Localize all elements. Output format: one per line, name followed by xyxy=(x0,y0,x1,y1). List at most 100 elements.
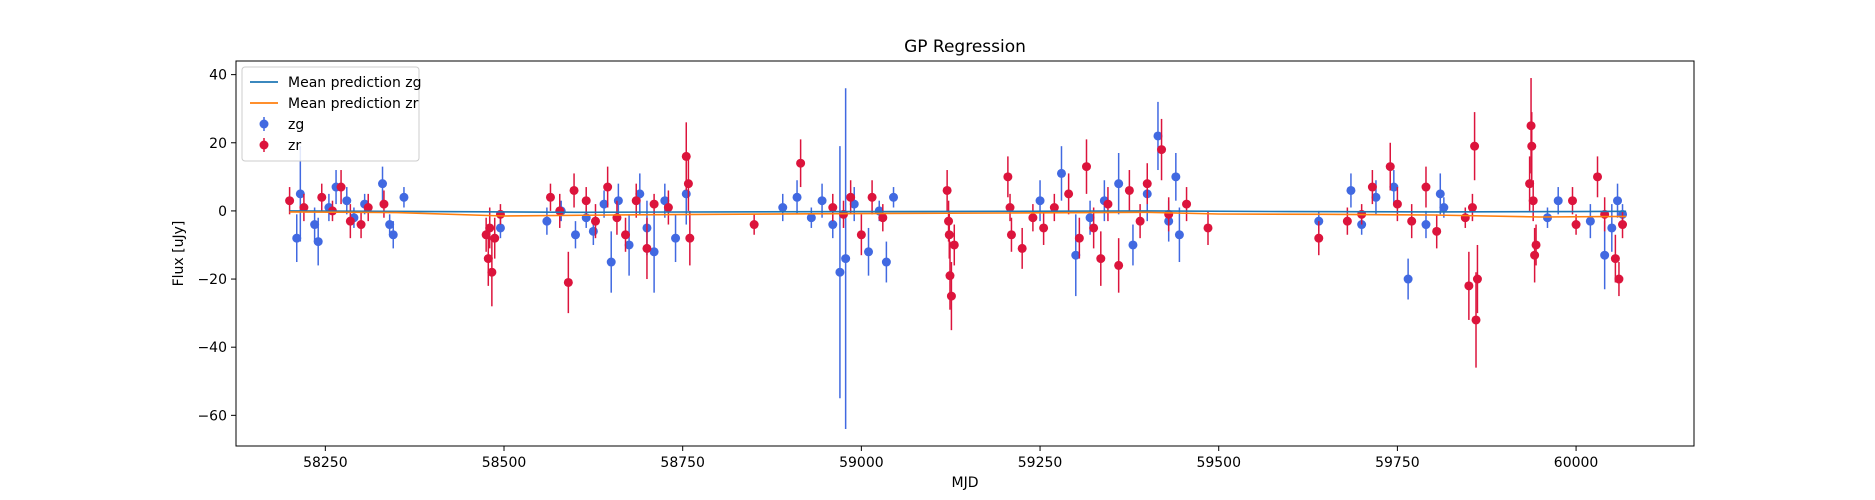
point-zg xyxy=(1435,189,1445,199)
point-zr xyxy=(949,240,959,250)
point-zg xyxy=(1371,192,1381,202)
errorbar-series-zr xyxy=(285,78,1628,368)
point-zr xyxy=(1392,199,1402,209)
point-zr xyxy=(1525,179,1535,189)
legend: Mean prediction zg Mean prediction zr zg zr xyxy=(241,66,422,162)
point-zr xyxy=(1114,260,1124,270)
legend-marker-swatch xyxy=(259,119,269,129)
point-zr xyxy=(1096,254,1106,264)
point-zg xyxy=(806,213,816,223)
point-zr xyxy=(1003,172,1013,182)
point-zg xyxy=(817,196,827,206)
point-zr xyxy=(749,220,759,230)
point-zg xyxy=(1607,223,1617,233)
point-zr xyxy=(1367,182,1377,192)
legend-label: Mean prediction zr xyxy=(288,96,419,112)
point-zg xyxy=(828,220,838,230)
line-mean-prediction-zg xyxy=(289,210,1627,214)
point-zr xyxy=(1314,233,1324,243)
point-zr xyxy=(1528,196,1538,206)
y-axis-label: Flux [uJy] xyxy=(171,221,187,287)
y-tick-label: −40 xyxy=(197,340,227,356)
y-tick-label: 20 xyxy=(209,136,227,152)
legend-label: Mean prediction zg xyxy=(288,75,422,91)
point-zg xyxy=(1613,196,1623,206)
point-zg xyxy=(385,220,395,230)
point-zg xyxy=(1085,213,1095,223)
point-zg xyxy=(1128,240,1138,250)
point-zr xyxy=(649,199,659,209)
point-zr xyxy=(1530,250,1540,260)
point-zg xyxy=(1153,131,1163,141)
point-zg xyxy=(778,203,788,213)
point-zg xyxy=(1600,250,1610,260)
point-zr xyxy=(1103,199,1113,209)
point-zg xyxy=(681,189,691,199)
point-zr xyxy=(317,192,327,202)
point-zg xyxy=(624,240,634,250)
point-zr xyxy=(631,196,641,206)
x-tick-label: 58250 xyxy=(303,455,348,471)
point-zg xyxy=(1553,196,1563,206)
chart-title: GP Regression xyxy=(904,37,1026,57)
point-zr xyxy=(483,254,493,264)
point-zr xyxy=(1028,213,1038,223)
point-zg xyxy=(649,247,659,257)
point-zr xyxy=(1182,199,1192,209)
point-zg xyxy=(1346,185,1356,195)
point-zr xyxy=(1610,254,1620,264)
point-zg xyxy=(1439,203,1449,213)
point-zg xyxy=(1035,196,1045,206)
point-zr xyxy=(1614,274,1624,284)
point-zg xyxy=(310,220,320,230)
point-zg xyxy=(841,254,851,264)
point-zr xyxy=(485,223,495,233)
point-zg xyxy=(599,199,609,209)
legend-box xyxy=(241,66,420,162)
point-zr xyxy=(1074,233,1084,243)
point-zr xyxy=(1039,223,1049,233)
point-zr xyxy=(1082,162,1091,172)
point-zg xyxy=(606,257,616,267)
point-zr xyxy=(1124,185,1134,195)
point-zg xyxy=(1171,172,1181,182)
point-zg xyxy=(295,189,305,199)
point-zg xyxy=(1389,182,1399,192)
point-zr xyxy=(1618,220,1628,230)
x-tick-label: 58750 xyxy=(660,455,705,471)
point-zg xyxy=(849,199,859,209)
point-zr xyxy=(356,220,366,230)
point-zg xyxy=(889,192,899,202)
x-tick-label: 59500 xyxy=(1196,455,1241,471)
point-zg xyxy=(1174,230,1184,240)
point-zr xyxy=(1005,203,1015,213)
point-zr xyxy=(944,216,954,226)
point-zg xyxy=(588,226,598,236)
legend-marker-swatch xyxy=(259,140,269,150)
point-zr xyxy=(1531,240,1541,250)
point-zg xyxy=(399,192,409,202)
x-axis-ticks: 58250 58500 58750 59000 59250 59500 59750 60000 xyxy=(303,446,1598,471)
point-zr xyxy=(1342,216,1352,226)
point-zr xyxy=(828,203,838,213)
point-zr xyxy=(621,230,631,240)
point-zr xyxy=(1571,220,1581,230)
x-tick-label: 59750 xyxy=(1375,455,1420,471)
point-zr xyxy=(642,243,652,253)
point-zr xyxy=(944,230,954,240)
y-tick-label: −20 xyxy=(197,272,227,288)
point-zr xyxy=(1142,179,1152,189)
point-zr xyxy=(581,196,591,206)
series-layer xyxy=(285,78,1628,429)
point-zr xyxy=(867,192,877,202)
point-zr xyxy=(1049,203,1059,213)
x-tick-label: 59000 xyxy=(839,455,884,471)
point-zg xyxy=(313,237,323,247)
point-zg xyxy=(671,233,681,243)
point-zg xyxy=(864,247,874,257)
point-zr xyxy=(685,233,695,243)
point-zr xyxy=(1421,182,1431,192)
y-tick-label: −60 xyxy=(197,408,227,424)
